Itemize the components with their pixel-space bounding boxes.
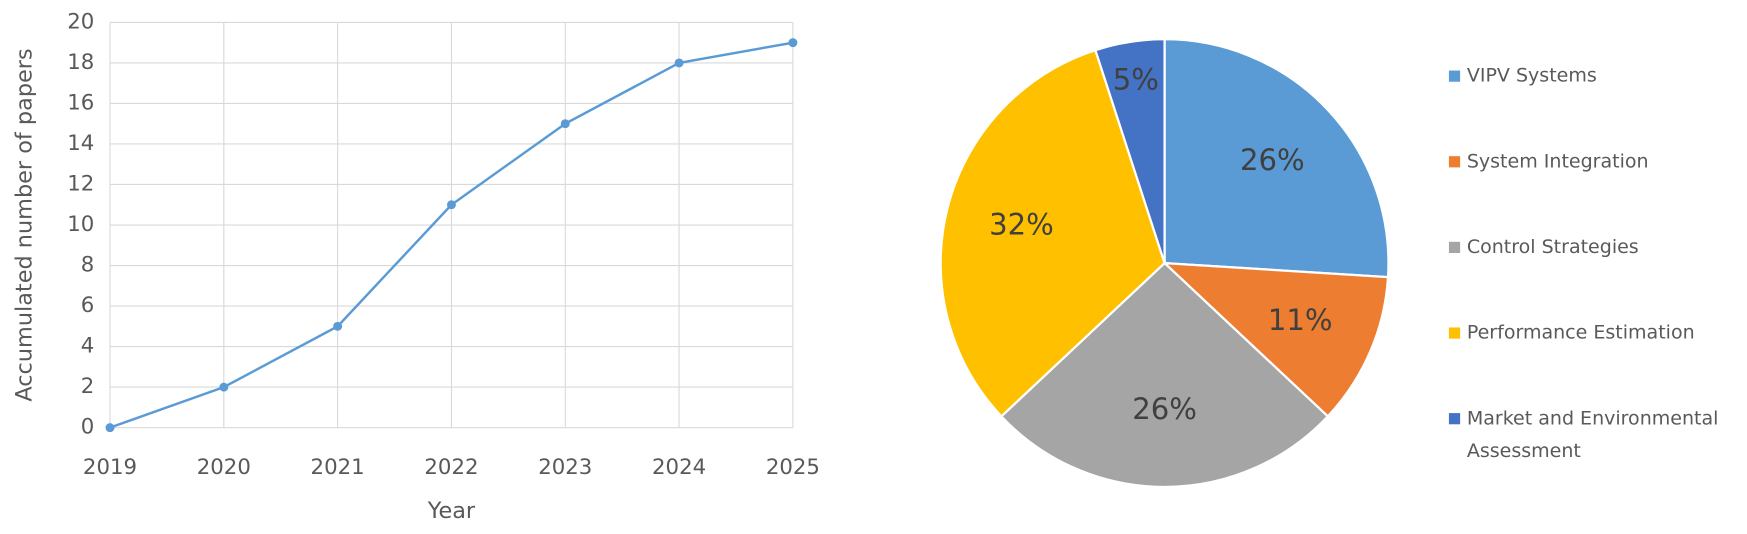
point	[788, 38, 798, 48]
legend-label: System Integration	[1467, 150, 1649, 172]
y-axis-label: Accumulated number of papers	[11, 48, 37, 401]
pie-slice	[1163, 38, 1390, 279]
point	[105, 423, 115, 433]
legend-label: Performance Estimation	[1467, 322, 1695, 344]
data-label: 26%	[1132, 392, 1197, 426]
y-tick-label: 0	[81, 415, 95, 440]
y-tick-label: 18	[67, 50, 94, 75]
point	[219, 382, 229, 392]
x-axis-label: Year	[427, 498, 476, 524]
x-tick-label: 2023	[538, 455, 592, 480]
point	[333, 321, 343, 331]
pie-slice	[999, 261, 1330, 489]
x-tick-label: 2020	[197, 455, 251, 480]
y-tick-label: 14	[67, 131, 94, 156]
y-tick-label: 2	[81, 374, 95, 399]
point	[446, 200, 456, 210]
legend-label: Market and Environmental Assessment	[1467, 407, 1725, 461]
x-tick-label: 2025	[766, 455, 820, 480]
pie-slice	[1161, 261, 1390, 418]
legend-marker	[1448, 70, 1461, 82]
y-tick-label: 6	[81, 293, 95, 318]
y-tick-label: 10	[67, 212, 94, 237]
legend-marker	[1448, 156, 1461, 168]
y-tick-label: 16	[67, 90, 94, 115]
y-tick-label: 4	[81, 334, 95, 359]
pie-slice	[1093, 38, 1166, 264]
legend-label: Control Strategies	[1467, 236, 1639, 258]
point	[674, 58, 684, 68]
data-label: 26%	[1240, 143, 1305, 177]
legend-label: VIPV Systems	[1467, 65, 1597, 87]
y-tick-label: 8	[81, 253, 95, 278]
point	[560, 119, 570, 129]
x-tick-label: 2022	[424, 455, 478, 480]
legend-marker	[1448, 241, 1461, 254]
legend-marker	[1448, 413, 1461, 425]
data-label: 11%	[1268, 303, 1333, 337]
x-tick-label: 2019	[83, 455, 137, 480]
x-tick-label: 2021	[311, 455, 365, 480]
y-tick-label: 20	[67, 9, 94, 34]
x-tick-label: 2024	[652, 455, 706, 480]
data-label: 32%	[989, 207, 1054, 241]
y-tick-label: 12	[67, 171, 94, 196]
legend-marker	[1448, 327, 1461, 339]
data-label: 5%	[1113, 63, 1159, 97]
pie-slice	[939, 48, 1166, 418]
